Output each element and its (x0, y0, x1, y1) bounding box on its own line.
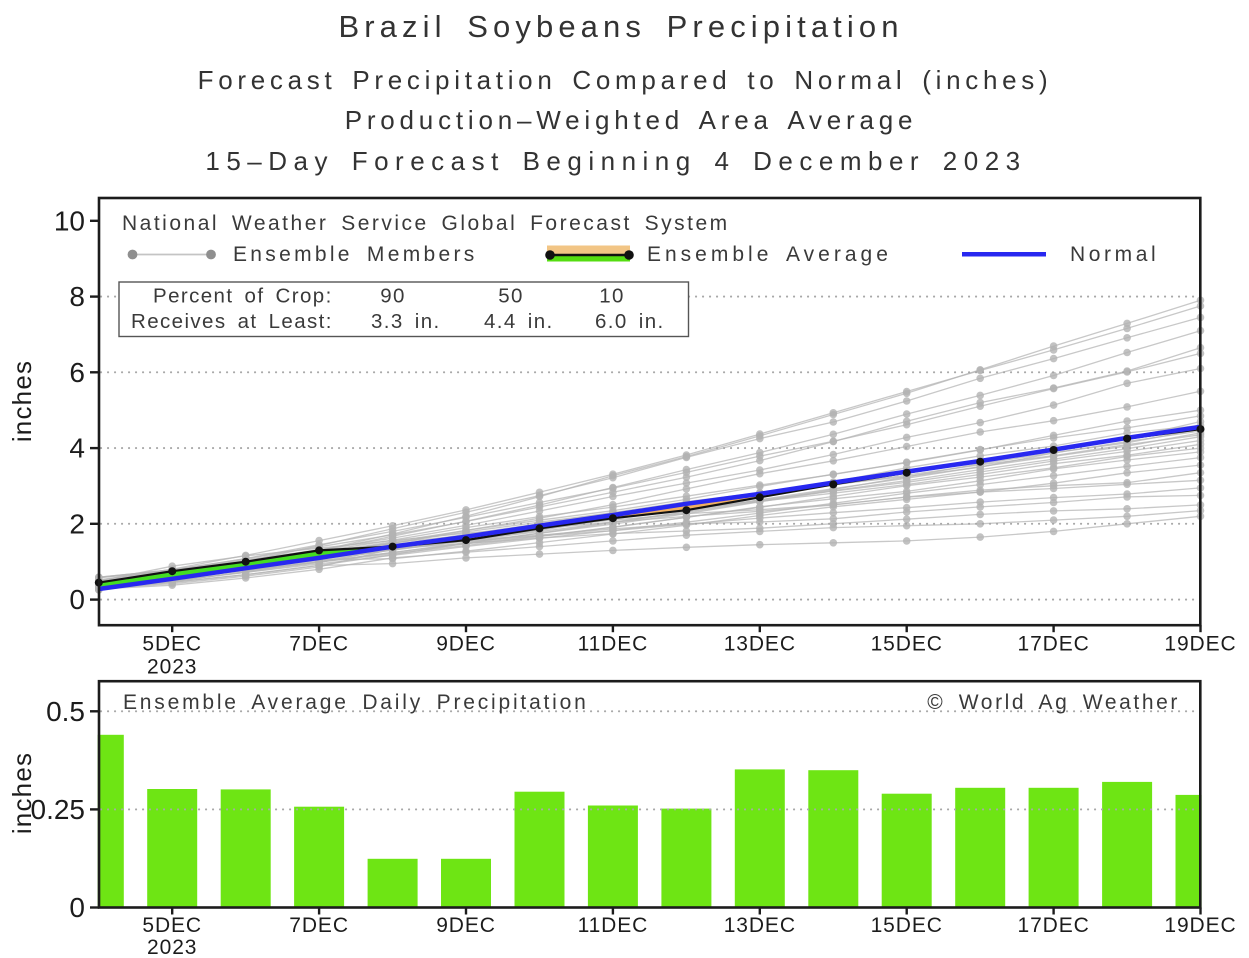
svg-text:10: 10 (54, 205, 85, 236)
svg-text:8: 8 (69, 281, 85, 312)
svg-text:11DEC: 11DEC (578, 914, 649, 937)
svg-text:5DEC: 5DEC (142, 633, 202, 656)
svg-text:2023: 2023 (147, 656, 197, 679)
svg-text:2023: 2023 (147, 936, 197, 958)
svg-text:Ensemble Average Daily Precipi: Ensemble Average Daily Precipitation (123, 691, 589, 714)
svg-text:17DEC: 17DEC (1017, 914, 1089, 937)
svg-text:9DEC: 9DEC (436, 633, 496, 656)
svg-text:17DEC: 17DEC (1017, 633, 1089, 656)
svg-text:90: 90 (380, 285, 406, 308)
svg-text:Percent of Crop:: Percent of Crop: (153, 285, 333, 308)
svg-text:50: 50 (498, 285, 524, 308)
svg-text:15DEC: 15DEC (871, 914, 943, 937)
svg-text:10: 10 (599, 285, 625, 308)
svg-text:15DEC: 15DEC (871, 633, 943, 656)
svg-text:Ensemble Average: Ensemble Average (647, 243, 892, 266)
svg-text:Forecast Precipitation Compare: Forecast Precipitation Compared to Norma… (198, 65, 1053, 95)
svg-text:19DEC: 19DEC (1164, 914, 1236, 937)
svg-text:0: 0 (69, 892, 85, 923)
svg-text:3.3 in.: 3.3 in. (371, 310, 441, 333)
svg-text:Receives at Least:: Receives at Least: (131, 310, 333, 333)
svg-text:15–Day Forecast Beginning 4 De: 15–Day Forecast Beginning 4 December 202… (205, 146, 1026, 176)
svg-text:Ensemble Members: Ensemble Members (233, 243, 478, 266)
svg-text:13DEC: 13DEC (724, 914, 796, 937)
svg-text:Brazil Soybeans Precipitation: Brazil Soybeans Precipitation (338, 9, 903, 44)
svg-text:13DEC: 13DEC (724, 633, 796, 656)
svg-text:5DEC: 5DEC (142, 914, 202, 937)
svg-text:9DEC: 9DEC (436, 914, 496, 937)
svg-text:6: 6 (69, 357, 85, 388)
svg-text:4.4 in.: 4.4 in. (484, 310, 554, 333)
svg-text:2: 2 (69, 508, 85, 539)
svg-text:7DEC: 7DEC (289, 914, 349, 937)
svg-text:19DEC: 19DEC (1164, 633, 1236, 656)
svg-text:0.25: 0.25 (31, 794, 86, 825)
svg-text:Production–Weighted Area Avera: Production–Weighted Area Average (345, 105, 918, 135)
svg-text:6.0 in.: 6.0 in. (595, 310, 665, 333)
svg-text:11DEC: 11DEC (578, 633, 649, 656)
svg-text:National Weather Service Globa: National Weather Service Global Forecast… (122, 212, 730, 235)
svg-text:Normal: Normal (1070, 243, 1159, 266)
svg-text:0.5: 0.5 (46, 696, 85, 727)
svg-text:© World Ag Weather: © World Ag Weather (927, 691, 1180, 714)
svg-text:0: 0 (69, 584, 85, 615)
svg-text:7DEC: 7DEC (289, 633, 349, 656)
svg-text:inches: inches (7, 752, 37, 834)
svg-text:4: 4 (69, 433, 85, 464)
svg-text:inches: inches (7, 360, 37, 442)
